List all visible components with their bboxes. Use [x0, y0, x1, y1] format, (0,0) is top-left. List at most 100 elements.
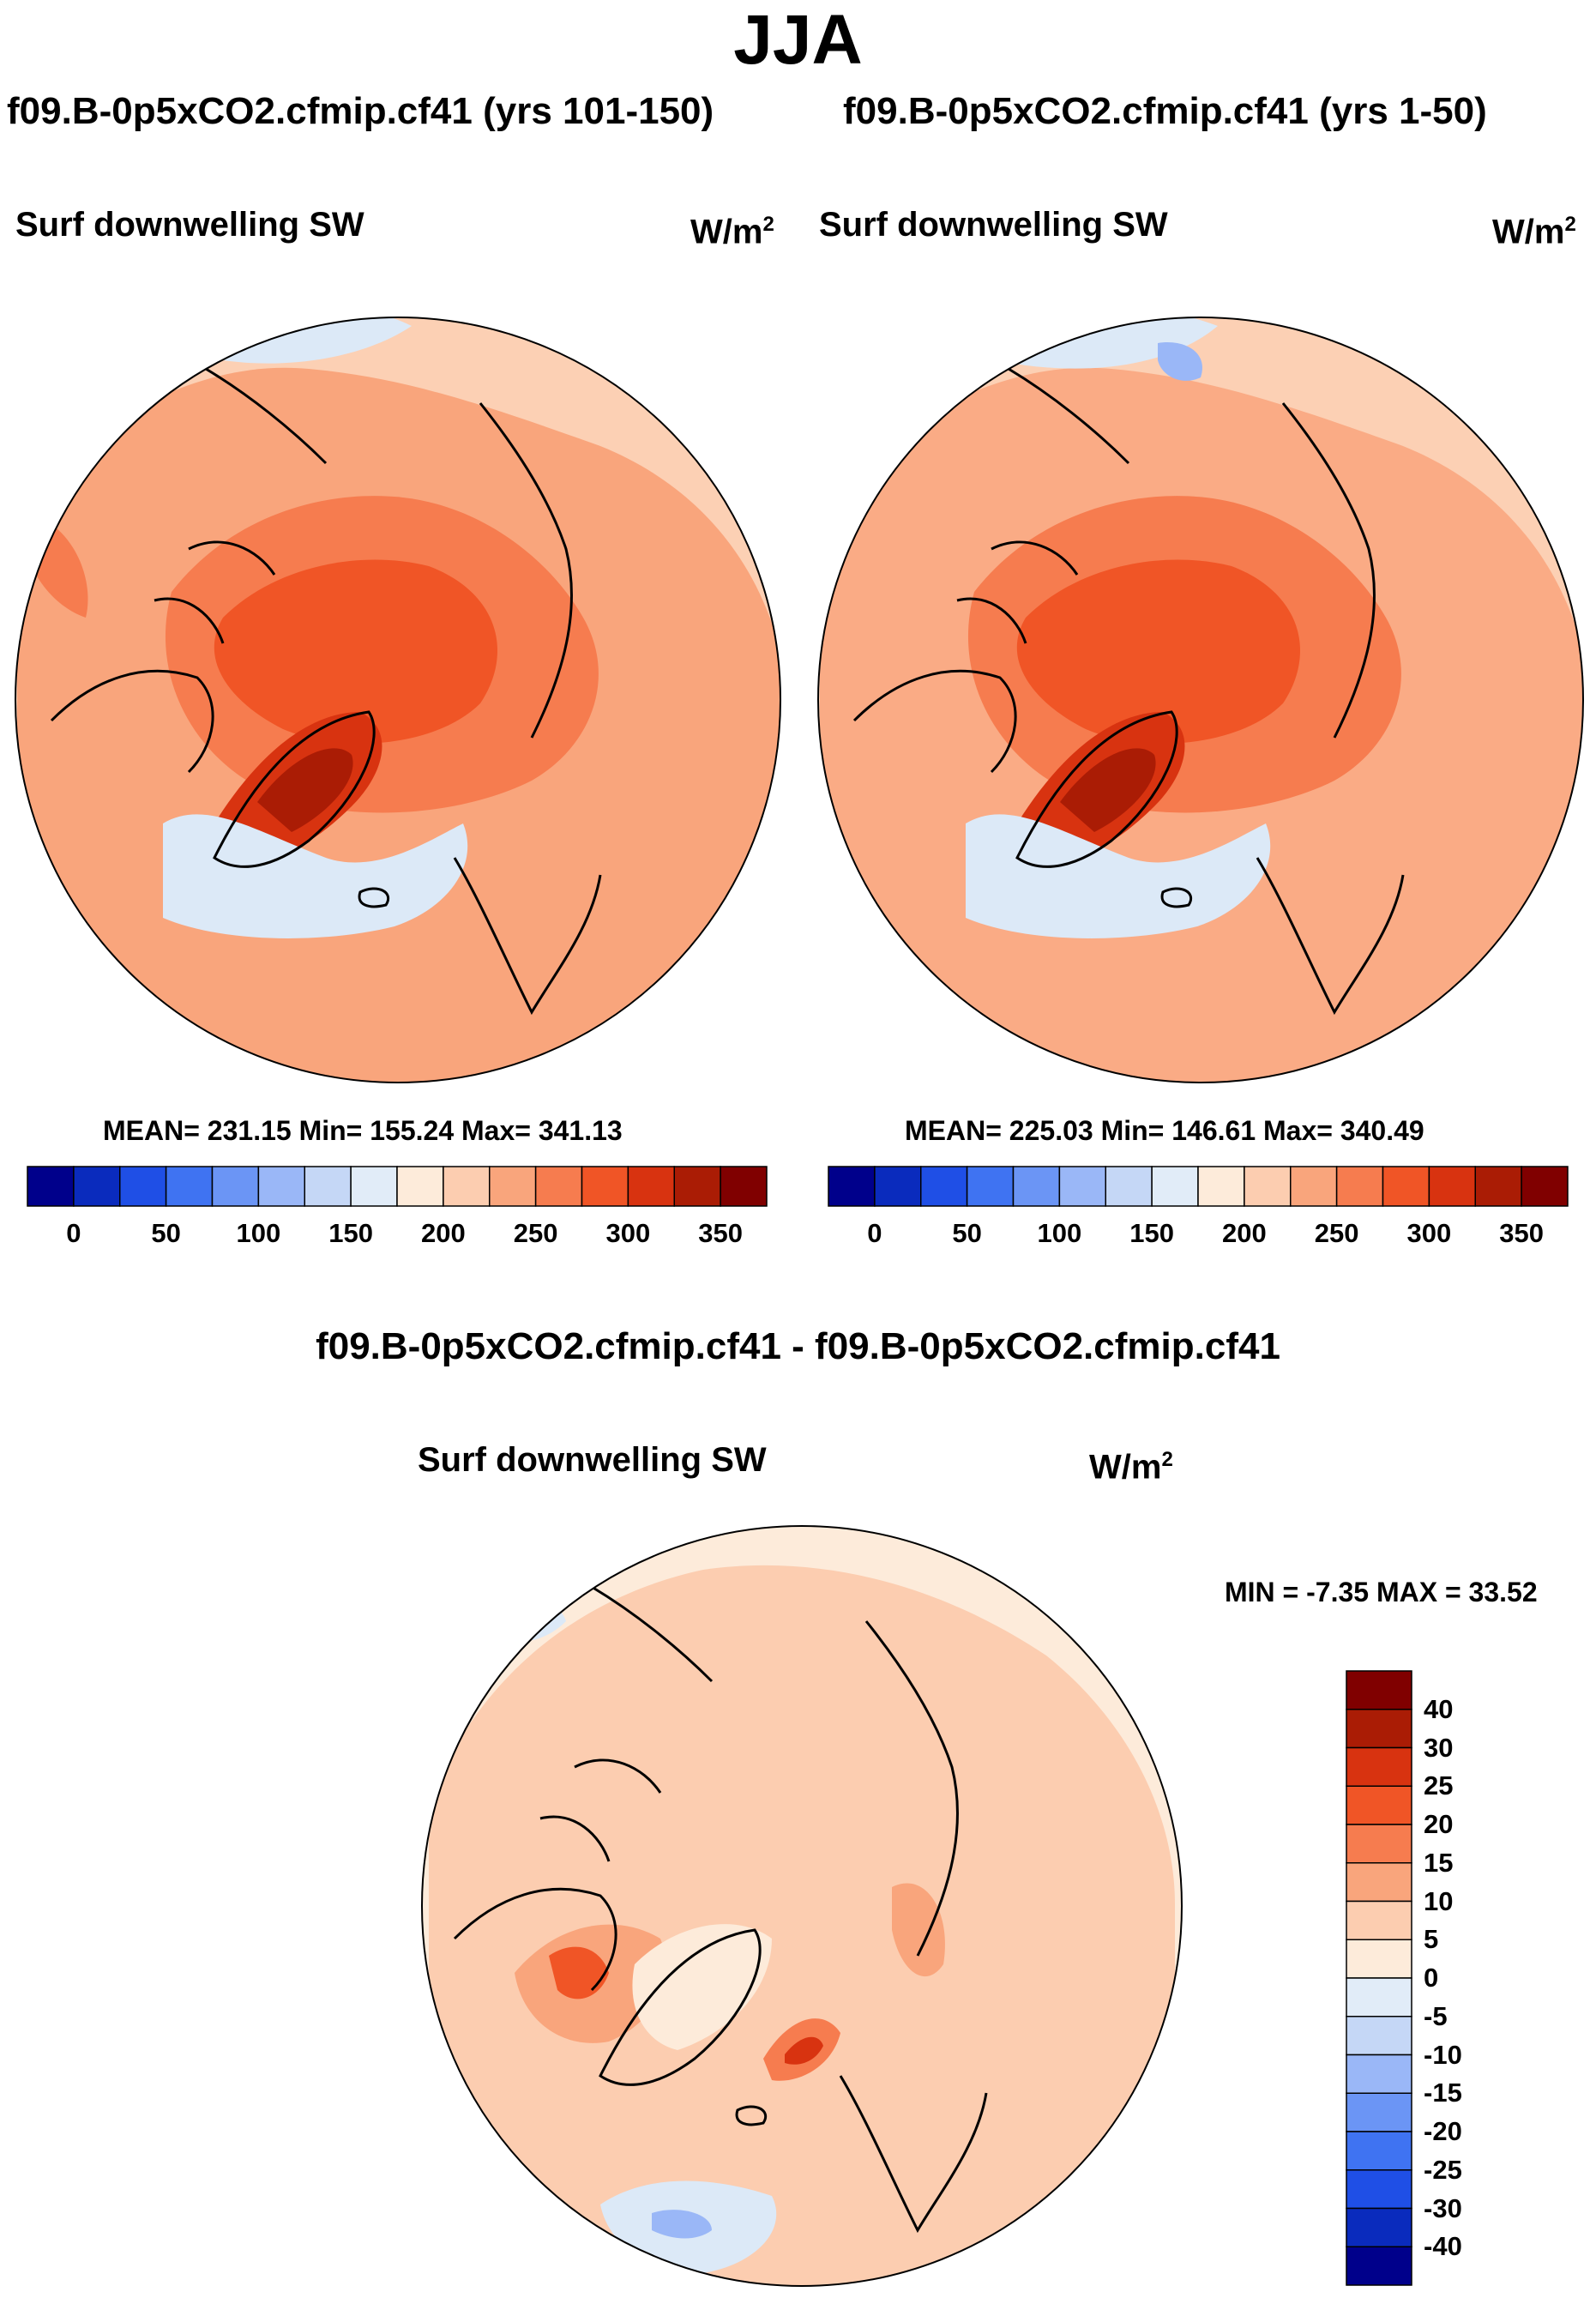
- colorbar-swatch: [1346, 1785, 1412, 1825]
- colorbar-swatch: [1151, 1166, 1199, 1207]
- panel2-map: [818, 317, 1583, 1083]
- colorbar-swatch: [1012, 1166, 1061, 1207]
- colorbar-tick-label: 200: [421, 1218, 466, 1248]
- colorbar-swatch: [1521, 1166, 1569, 1207]
- colorbar-swatch: [1346, 1746, 1412, 1787]
- colorbar-tick-label: 20: [1424, 1809, 1454, 1839]
- diff-stats: MIN = -7.35 MAX = 33.52: [1225, 1577, 1538, 1607]
- panel1-variable: Surf downwelling SW: [15, 206, 364, 244]
- colorbar-tick-label: 10: [1424, 1885, 1454, 1916]
- colorbar-swatch: [581, 1166, 629, 1207]
- colorbar-swatch: [1346, 1939, 1412, 1979]
- colorbar-swatch: [257, 1166, 305, 1207]
- panel2-stats: MEAN= 225.03 Min= 146.61 Max= 340.49: [905, 1115, 1424, 1146]
- panel1-map-border: [15, 317, 781, 1083]
- diff-field-light-orange: [429, 1565, 1175, 2286]
- colorbar-tick-label: 150: [1129, 1218, 1174, 1248]
- panel2-greenland-core: [1060, 748, 1156, 832]
- panel2-colorbar: [828, 1166, 1569, 1207]
- panel2-pacific-patch: [1158, 342, 1202, 381]
- colorbar-swatch: [350, 1166, 398, 1207]
- diff-map: [422, 1526, 1182, 2286]
- colorbar-tick-label: 250: [513, 1218, 558, 1248]
- colorbar-swatch: [1428, 1166, 1476, 1207]
- panel2-atlantic-blue: [966, 814, 1271, 938]
- panel1-units: W/m2: [690, 213, 774, 251]
- colorbar-tick-label: 0: [867, 1218, 882, 1248]
- colorbar-tick-label: 50: [151, 1218, 181, 1248]
- colorbar-swatch: [1197, 1166, 1245, 1207]
- diff-field-orange-3: [892, 1883, 945, 1977]
- colorbar-swatch: [673, 1166, 721, 1207]
- colorbar-swatch: [1346, 2131, 1412, 2171]
- diff-greenland: [632, 1924, 772, 2050]
- colorbar-swatch: [874, 1166, 922, 1207]
- colorbar-swatch: [1290, 1166, 1338, 1207]
- colorbar-tick-label: -30: [1424, 2192, 1462, 2223]
- panel2-coastlines: [852, 367, 1405, 1016]
- colorbar-swatch: [1346, 2246, 1412, 2286]
- colorbar-tick-label: -25: [1424, 2154, 1462, 2185]
- diff-title: f09.B-0p5xCO2.cfmip.cf41 - f09.B-0p5xCO2…: [316, 1325, 1280, 1367]
- colorbar-swatch: [489, 1166, 537, 1207]
- diff-units: W/m2: [1089, 1448, 1173, 1487]
- colorbar-swatch: [1346, 1670, 1412, 1710]
- colorbar-tick-label: -10: [1424, 2039, 1462, 2070]
- diff-coastlines: [453, 1585, 988, 2234]
- colorbar-swatch: [211, 1166, 260, 1207]
- colorbar-tick-label: 15: [1424, 1847, 1454, 1878]
- colorbar-tick-label: 300: [1406, 1218, 1452, 1248]
- colorbar-swatch: [73, 1166, 121, 1207]
- colorbar-tick-label: -20: [1424, 2116, 1462, 2146]
- panel2-variable: Surf downwelling SW: [819, 206, 1168, 244]
- colorbar-swatch: [1346, 1977, 1412, 2017]
- diff-colorbar: [1346, 1670, 1412, 2286]
- panel1-greenland-core: [257, 748, 353, 832]
- colorbar-swatch: [720, 1166, 768, 1207]
- colorbar-tick-label: 350: [1499, 1218, 1544, 1248]
- colorbar-swatch: [534, 1166, 583, 1207]
- colorbar-tick-label: -15: [1424, 2078, 1462, 2108]
- colorbar-tick-label: 100: [236, 1218, 281, 1248]
- colorbar-tick-label: 150: [328, 1218, 373, 1248]
- panel1-field-red-orange: [214, 559, 498, 744]
- colorbar-tick-label: 0: [1424, 1963, 1439, 1993]
- panel1-stats: MEAN= 231.15 Min= 155.24 Max= 341.13: [103, 1115, 623, 1146]
- colorbar-tick-label: 250: [1314, 1218, 1359, 1248]
- panel1-atlantic-blue: [163, 814, 468, 938]
- colorbar-swatch: [1346, 2169, 1412, 2210]
- colorbar-swatch: [165, 1166, 214, 1207]
- panel1-coastlines: [50, 367, 602, 1016]
- colorbar-tick-label: 5: [1424, 1924, 1439, 1955]
- colorbar-swatch: [627, 1166, 675, 1207]
- colorbar-swatch: [1474, 1166, 1522, 1207]
- diff-field-blue-2: [652, 2210, 712, 2239]
- colorbar-swatch: [1346, 1709, 1412, 1749]
- colorbar-swatch: [920, 1166, 968, 1207]
- colorbar-tick-label: 300: [605, 1218, 651, 1248]
- colorbar-tick-label: -40: [1424, 2231, 1462, 2262]
- colorbar-tick-label: 350: [698, 1218, 743, 1248]
- colorbar-swatch: [828, 1166, 876, 1207]
- panel1-map: [15, 317, 780, 1083]
- colorbar-tick-label: -5: [1424, 2000, 1448, 2031]
- panel2-units: W/m2: [1492, 213, 1576, 251]
- colorbar-swatch: [443, 1166, 491, 1207]
- colorbar-tick-label: 0: [66, 1218, 81, 1248]
- panel2-field-red-orange: [1016, 559, 1300, 744]
- colorbar-swatch: [1105, 1166, 1153, 1207]
- diff-field-red-2: [785, 2036, 823, 2065]
- colorbar-swatch: [1346, 1900, 1412, 1940]
- colorbar-tick-label: 40: [1424, 1693, 1454, 1724]
- colorbar-swatch: [119, 1166, 167, 1207]
- colorbar-swatch: [1346, 2016, 1412, 2056]
- colorbar-swatch: [1346, 1862, 1412, 1903]
- panel2-map-border: [817, 317, 1584, 1083]
- colorbar-swatch: [1346, 2054, 1412, 2094]
- colorbar-swatch: [1058, 1166, 1106, 1207]
- panel2-title: f09.B-0p5xCO2.cfmip.cf41 (yrs 1-50): [843, 90, 1487, 132]
- colorbar-swatch: [1382, 1166, 1430, 1207]
- colorbar-swatch: [1244, 1166, 1292, 1207]
- colorbar-swatch: [304, 1166, 352, 1207]
- panel1-title: f09.B-0p5xCO2.cfmip.cf41 (yrs 101-150): [7, 90, 714, 132]
